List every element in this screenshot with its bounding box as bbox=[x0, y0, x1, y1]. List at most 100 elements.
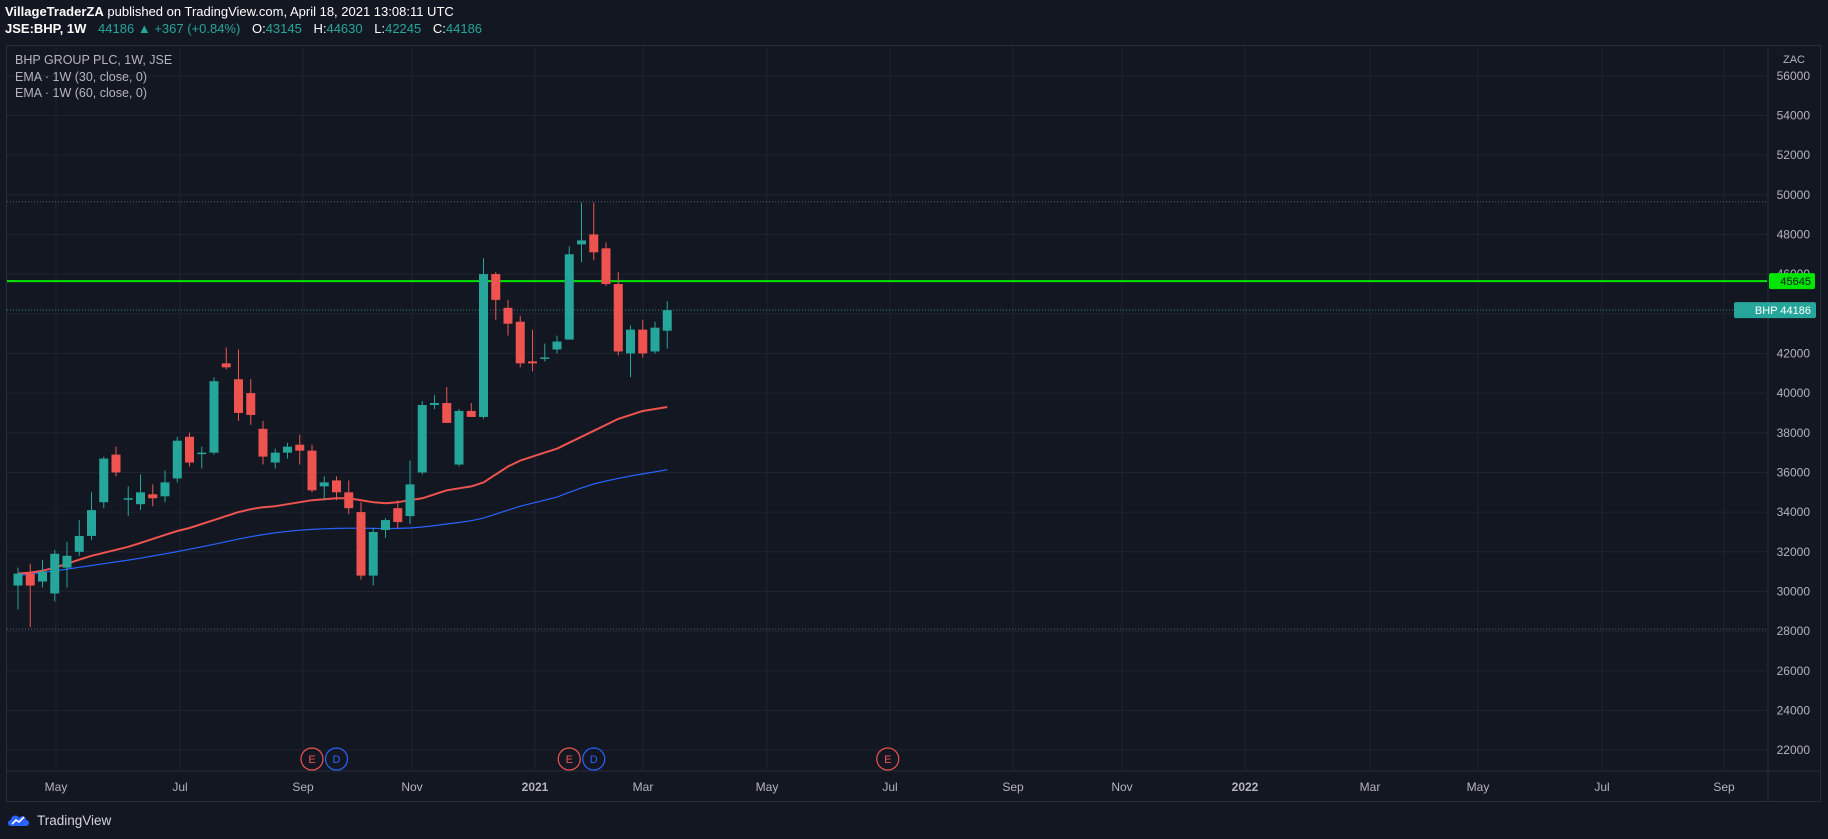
price-tick-label: 52000 bbox=[1777, 148, 1811, 162]
ema-30-line bbox=[17, 406, 668, 575]
candle-down bbox=[25, 563, 35, 628]
price-tick-label: 54000 bbox=[1777, 108, 1811, 122]
time-tick-label: 2022 bbox=[1232, 780, 1259, 794]
price-chart[interactable]: E D E D E 22000 24000 26000 28000 30000 32000 3400… bbox=[0, 0, 1828, 803]
candle-body bbox=[332, 480, 341, 493]
time-tick-label: Jul bbox=[1594, 780, 1609, 794]
candle-body bbox=[123, 498, 133, 500]
price-tags: 45645 BHP 44186 bbox=[1734, 273, 1816, 319]
candle-up bbox=[172, 436, 182, 483]
legend-ema-30[interactable]: EMA · 1W (30, close, 0) bbox=[15, 69, 147, 84]
price-tick-label: 26000 bbox=[1777, 664, 1811, 678]
close-value: 44186 bbox=[445, 21, 483, 36]
symbol-ohlc-bar: JSE:BHP, 1W 44186 ▲ +367 (+0.84%) O:4314… bbox=[5, 21, 482, 36]
candle-up bbox=[417, 401, 427, 475]
candle-body bbox=[503, 307, 513, 324]
candle-up bbox=[662, 301, 672, 349]
candle-down bbox=[258, 420, 268, 465]
time-tick-label: Mar bbox=[1360, 780, 1381, 794]
symbol-label: JSE:BHP, 1W bbox=[5, 21, 87, 36]
candle-body bbox=[638, 329, 648, 354]
candle-up bbox=[270, 448, 280, 469]
candle-up bbox=[87, 492, 96, 540]
candle-down bbox=[356, 502, 366, 580]
legend-ema-60[interactable]: EMA · 1W (60, close, 0) bbox=[15, 86, 147, 100]
tradingview-brand[interactable]: TradingView bbox=[6, 812, 111, 828]
candle-down bbox=[111, 446, 121, 477]
currency-label: ZAC bbox=[1783, 54, 1805, 66]
candle-up bbox=[626, 325, 635, 378]
candle-down bbox=[503, 299, 513, 336]
event-marker-circle bbox=[582, 747, 606, 771]
candle-body bbox=[405, 484, 415, 517]
candle-body bbox=[258, 428, 268, 457]
publish-text: published on TradingView.com, April 18, … bbox=[107, 4, 454, 19]
price-tick-label: 42000 bbox=[1777, 346, 1811, 360]
candle-body bbox=[589, 234, 599, 253]
open-value: 43145 bbox=[265, 21, 302, 36]
price-tick-label: 50000 bbox=[1777, 188, 1811, 202]
open-label: O: bbox=[251, 21, 266, 36]
candle-down bbox=[466, 403, 476, 417]
candle-body bbox=[25, 573, 35, 586]
price-tick-label: 36000 bbox=[1777, 465, 1811, 479]
candle-body bbox=[270, 452, 280, 463]
candle-body bbox=[491, 274, 501, 300]
publisher-name[interactable]: VillageTraderZA bbox=[5, 4, 104, 19]
candle-body bbox=[209, 381, 219, 453]
price-tick-label: 56000 bbox=[1777, 69, 1811, 83]
event-marker-circle bbox=[557, 747, 581, 771]
candle-body bbox=[319, 482, 329, 487]
candle-body bbox=[368, 531, 378, 576]
legend-title[interactable]: BHP GROUP PLC, 1W, JSE bbox=[15, 53, 173, 67]
candle-up bbox=[319, 476, 329, 501]
ema-lines bbox=[17, 406, 668, 577]
dividend-marker[interactable]: D bbox=[582, 747, 606, 771]
candle-up bbox=[136, 474, 145, 511]
last-price-tag bbox=[1734, 302, 1816, 319]
footer: TradingView bbox=[0, 803, 1828, 839]
candle-up bbox=[552, 335, 562, 354]
candle-down bbox=[295, 434, 305, 465]
candle-up bbox=[564, 246, 574, 340]
candle-body bbox=[283, 446, 292, 453]
candle-body bbox=[393, 508, 403, 523]
price-tick-label: 22000 bbox=[1777, 743, 1811, 757]
event-marker-circle bbox=[324, 747, 349, 771]
candle-body bbox=[430, 403, 439, 406]
candlesticks bbox=[13, 202, 672, 628]
footer-brand-label: TradingView bbox=[37, 812, 112, 828]
candle-body bbox=[87, 510, 96, 536]
candle-up bbox=[62, 541, 72, 588]
dividend-marker[interactable]: D bbox=[324, 747, 349, 771]
chart-frame[interactable] bbox=[6, 45, 1821, 802]
candle-up bbox=[650, 321, 660, 354]
earnings-marker[interactable]: E bbox=[557, 747, 581, 771]
candle-body bbox=[552, 341, 562, 350]
candle-body bbox=[356, 512, 366, 576]
low-label: L: bbox=[374, 21, 386, 36]
candle-body bbox=[246, 393, 256, 415]
earnings-marker[interactable]: E bbox=[876, 747, 900, 771]
candle-body bbox=[564, 254, 574, 340]
candle-down bbox=[442, 387, 452, 423]
resistance-price-label: 45645 bbox=[1780, 276, 1811, 288]
earnings-marker[interactable]: E bbox=[300, 747, 324, 771]
candle-down bbox=[601, 242, 611, 287]
candle-down bbox=[638, 319, 648, 358]
candle-body bbox=[601, 248, 611, 285]
candle-up bbox=[123, 486, 133, 517]
candle-down bbox=[589, 202, 599, 261]
candle-body bbox=[13, 573, 23, 586]
candle-down bbox=[491, 272, 501, 320]
candle-up bbox=[454, 408, 464, 467]
event-marker-circle bbox=[300, 747, 324, 771]
candle-body bbox=[515, 321, 525, 364]
candle-up bbox=[209, 377, 219, 455]
candle-up bbox=[38, 559, 47, 588]
time-tick-label: May bbox=[1467, 780, 1490, 794]
time-axis: May Jul Sep Nov 2021 Mar May Jul Sep Nov 2022 Mar Ma… bbox=[45, 780, 1735, 794]
candle-body bbox=[540, 357, 550, 359]
chart-header: VillageTraderZA published on TradingView… bbox=[0, 0, 1828, 44]
candle-body bbox=[74, 535, 84, 552]
